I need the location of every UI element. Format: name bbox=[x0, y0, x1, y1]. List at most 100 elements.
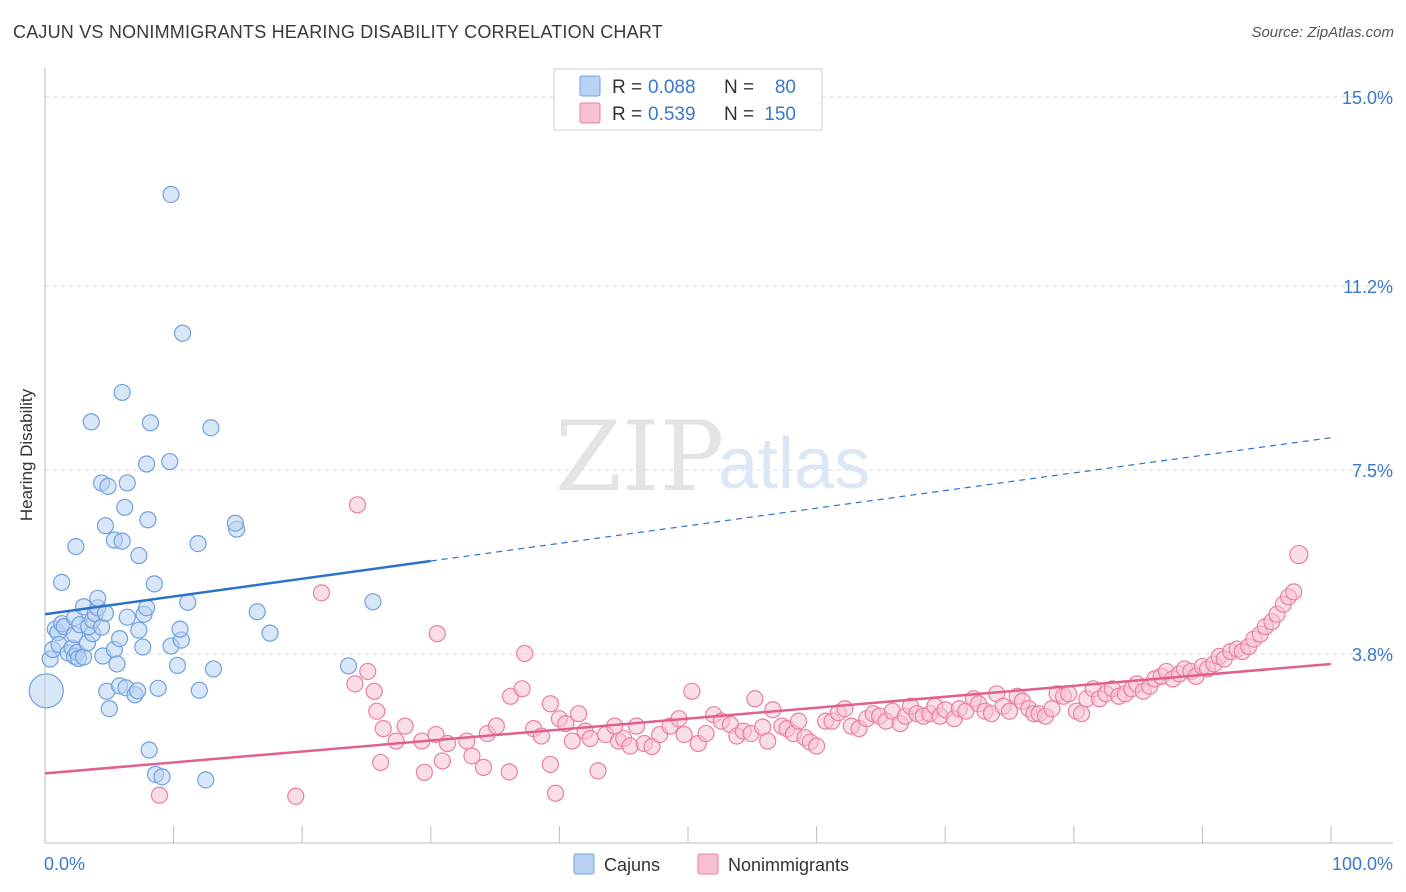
chart-title: CAJUN VS NONIMMIGRANTS HEARING DISABILIT… bbox=[13, 22, 663, 42]
bottom-legend-swatch-cajuns bbox=[573, 853, 595, 875]
cajuns-point bbox=[197, 771, 215, 789]
nonimmigrants-point bbox=[836, 700, 854, 718]
cajuns-point bbox=[162, 185, 180, 204]
cajuns-point bbox=[339, 657, 358, 675]
source-credit: Source: ZipAtlas.com bbox=[1251, 24, 1394, 41]
cajuns-point bbox=[161, 452, 179, 471]
nonimmigrants-point bbox=[372, 753, 390, 772]
cajuns-point bbox=[149, 679, 167, 697]
nonimmigrants-point bbox=[563, 732, 581, 750]
watermark-zip: ZIP bbox=[555, 401, 724, 513]
y-tick-labels: 3.8% 7.5% 11.2% 15.0% bbox=[1342, 88, 1393, 665]
nonimmigrants-point bbox=[957, 702, 975, 720]
gridlines bbox=[45, 96, 1393, 655]
trend-lines bbox=[44, 437, 1332, 775]
nonimmigrants-point bbox=[474, 758, 493, 777]
cajuns-point bbox=[100, 700, 118, 718]
cajuns-point bbox=[140, 741, 158, 759]
y-tick-label-3: 15.0% bbox=[1342, 88, 1393, 108]
correlation-legend: R = 0.088 N = 80 R = 0.539 N = 150 bbox=[553, 68, 823, 131]
nonimmigrants-point bbox=[581, 729, 599, 748]
cajuns-point bbox=[113, 532, 131, 550]
x-tick-label-1: 100.0% bbox=[1332, 854, 1393, 874]
cajuns-trend-line bbox=[44, 559, 431, 616]
y-tick-label-2: 11.2% bbox=[1343, 277, 1393, 297]
cajuns-point bbox=[137, 455, 156, 473]
nonimmigrants-points bbox=[150, 496, 1309, 805]
cajuns-point bbox=[153, 768, 171, 786]
cajuns-points bbox=[28, 185, 382, 789]
nonimmigrants-point bbox=[487, 717, 505, 735]
nonimmigrants-point bbox=[150, 786, 169, 804]
nonimmigrants-point bbox=[312, 584, 331, 602]
watermark: ZIP atlas bbox=[555, 401, 870, 513]
legend-r-label-nonimmigrants: R = bbox=[612, 104, 642, 125]
cajuns-point bbox=[116, 498, 134, 516]
watermark-atlas: atlas bbox=[718, 424, 870, 504]
cajuns-point bbox=[89, 589, 107, 607]
nonimmigrants-point bbox=[463, 747, 481, 765]
cajuns-point bbox=[128, 682, 147, 700]
nonimmigrants-point bbox=[348, 496, 367, 514]
cajuns-point bbox=[53, 573, 71, 591]
cajuns-point bbox=[118, 608, 136, 626]
nonimmigrants-trend-line bbox=[44, 662, 1332, 775]
nonimmigrants-point bbox=[1289, 544, 1309, 565]
cajuns-point bbox=[130, 546, 148, 565]
cajuns-point bbox=[96, 517, 115, 535]
cajuns-point bbox=[364, 593, 382, 611]
cajuns-point bbox=[134, 638, 152, 656]
nonimmigrants-point bbox=[683, 682, 701, 700]
nonimmigrants-point bbox=[759, 732, 777, 750]
legend-r-value-cajuns: 0.088 bbox=[648, 77, 696, 98]
cajuns-point bbox=[179, 593, 197, 611]
nonimmigrants-point bbox=[428, 625, 446, 643]
cajuns-point bbox=[202, 419, 220, 437]
nonimmigrants-point bbox=[1000, 702, 1019, 720]
cajuns-point bbox=[226, 514, 244, 532]
legend-n-label-nonimmigrants: N = bbox=[724, 104, 754, 125]
cajuns-point bbox=[190, 681, 208, 699]
nonimmigrants-point bbox=[368, 702, 386, 720]
nonimmigrants-point bbox=[415, 763, 433, 781]
nonimmigrants-point bbox=[387, 732, 405, 750]
legend-swatch-cajuns bbox=[579, 75, 601, 97]
cajuns-trend-extension bbox=[430, 437, 1332, 562]
cajuns-point bbox=[67, 537, 85, 556]
cajuns-point bbox=[189, 535, 207, 553]
nonimmigrants-point bbox=[513, 680, 531, 698]
cajuns-point bbox=[171, 620, 189, 638]
nonimmigrants-point bbox=[621, 737, 639, 755]
axes bbox=[44, 68, 1393, 844]
nonimmigrants-point bbox=[433, 752, 451, 770]
cajuns-point bbox=[82, 413, 100, 431]
nonimmigrants-point bbox=[546, 784, 565, 802]
nonimmigrants-point bbox=[1043, 700, 1061, 718]
cajuns-point bbox=[108, 655, 126, 673]
nonimmigrants-point bbox=[458, 732, 476, 750]
cajuns-point bbox=[130, 621, 148, 639]
legend-r-value-nonimmigrants: 0.539 bbox=[648, 104, 696, 125]
legend-r-label-cajuns: R = bbox=[612, 77, 642, 98]
cajuns-point bbox=[99, 477, 117, 496]
legend-swatch-nonimmigrants bbox=[579, 102, 601, 124]
nonimmigrants-point bbox=[541, 695, 559, 713]
cajuns-point bbox=[141, 414, 160, 432]
y-tick-label-1: 7.5% bbox=[1352, 461, 1393, 481]
cajuns-point bbox=[261, 624, 279, 642]
cajuns-point bbox=[113, 383, 131, 402]
nonimmigrants-point bbox=[500, 763, 518, 781]
nonimmigrants-point bbox=[789, 712, 808, 730]
cajuns-point bbox=[145, 575, 163, 593]
nonimmigrants-point bbox=[807, 737, 826, 755]
legend-n-label-cajuns: N = bbox=[724, 77, 754, 98]
nonimmigrants-point bbox=[359, 662, 377, 681]
nonimmigrants-point bbox=[374, 720, 392, 738]
nonimmigrants-point bbox=[396, 717, 414, 735]
nonimmigrants-point bbox=[675, 725, 693, 744]
nonimmigrants-point bbox=[541, 755, 559, 774]
nonimmigrants-point bbox=[589, 762, 607, 780]
cajuns-point bbox=[168, 656, 187, 675]
cajuns-point bbox=[28, 673, 64, 709]
